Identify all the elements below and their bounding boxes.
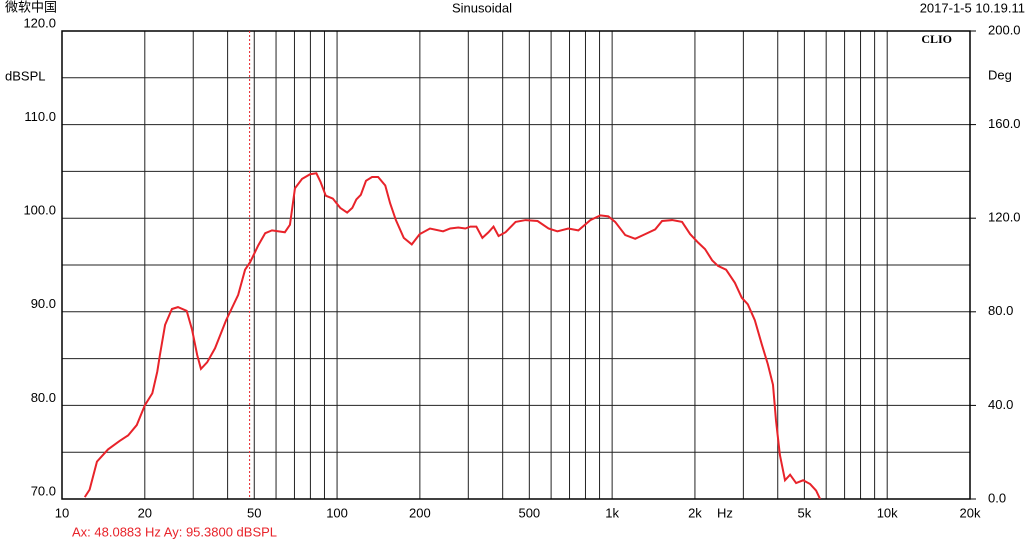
y-tick-label: 90.0 xyxy=(31,296,56,311)
y-axis-label: dBSPL xyxy=(5,68,45,83)
y-tick-label: 100.0 xyxy=(23,203,56,218)
x-tick-label: 2k xyxy=(688,505,702,520)
y-tick-label: 120.0 xyxy=(23,15,56,30)
y-tick-label: 70.0 xyxy=(31,483,56,498)
x-tick-label: 20 xyxy=(138,505,152,520)
y2-tick-label: 40.0 xyxy=(988,397,1013,412)
y2-axis-label: Deg xyxy=(988,67,1012,82)
x-tick-label: 10k xyxy=(877,505,898,520)
y2-tick-label: 200.0 xyxy=(988,22,1021,37)
header-left: 微软中国 xyxy=(5,0,57,14)
brand: CLIO xyxy=(921,32,952,46)
timestamp: 2017-1-5 10.19.11 xyxy=(920,0,1025,15)
chart-title: Sinusoidal xyxy=(452,0,512,15)
y2-tick-label: 0.0 xyxy=(988,490,1006,505)
x-tick-label: 10 xyxy=(55,505,69,520)
cursor-readout: Ax: 48.0883 Hz Ay: 95.3800 dBSPL xyxy=(72,524,277,539)
x-tick-label: 50 xyxy=(247,505,261,520)
y2-tick-label: 160.0 xyxy=(988,116,1021,131)
x-tick-label: 1k xyxy=(605,505,619,520)
x-tick-label: 5k xyxy=(798,505,812,520)
y-tick-label: 110.0 xyxy=(24,109,56,124)
y-tick-label: 80.0 xyxy=(31,390,56,405)
x-tick-label: 200 xyxy=(409,505,431,520)
x-tick-label: 100 xyxy=(326,505,348,520)
x-tick-label: 20k xyxy=(960,505,981,520)
y2-tick-label: 80.0 xyxy=(988,303,1013,318)
response-curve xyxy=(83,172,822,499)
y2-tick-label: 120.0 xyxy=(988,210,1021,225)
x-axis-label: Hz xyxy=(717,505,733,520)
x-tick-label: 500 xyxy=(518,505,540,520)
plot-border xyxy=(61,30,971,500)
